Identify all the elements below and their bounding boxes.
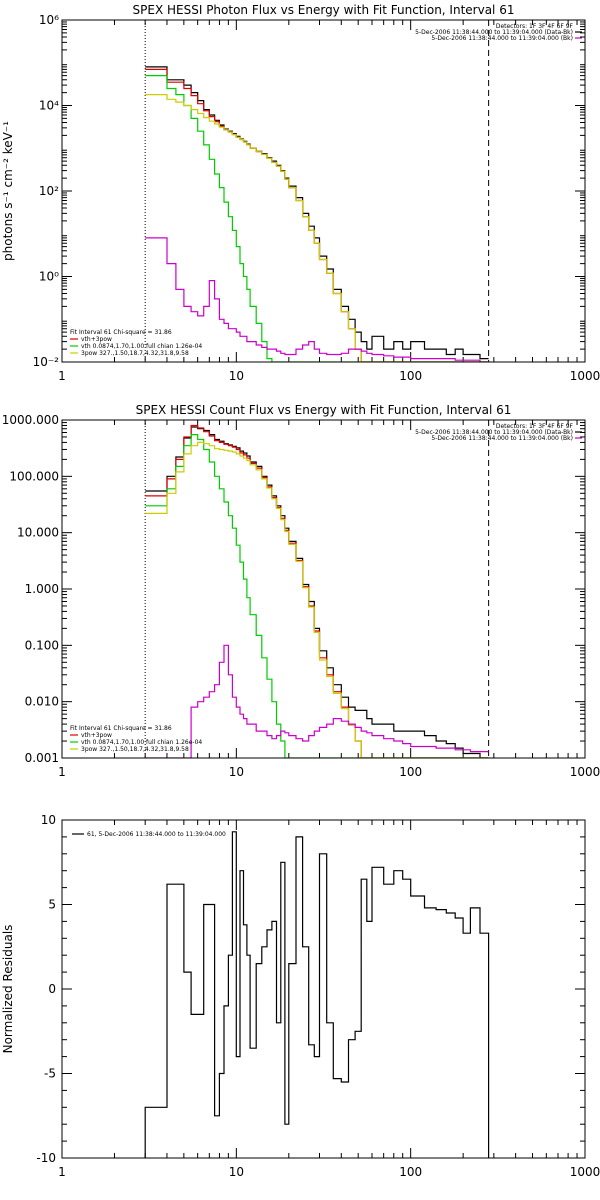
series-group <box>145 424 489 758</box>
x-tick-label: 100 <box>399 369 422 383</box>
plot-frame <box>61 419 586 759</box>
y-axis-label: photons s⁻¹ cm⁻² keV⁻¹ <box>1 121 15 261</box>
y-tick-label: 10.000 <box>17 526 59 540</box>
legend-top-right-entry: Detectors: 1F 3F 4F 6F 9F <box>496 23 574 30</box>
y-tick-label: 0.010 <box>25 695 59 709</box>
x-tick-label: 1 <box>58 369 66 383</box>
series-line-3 <box>145 75 489 362</box>
x-tick-label: 1000 <box>570 765 600 779</box>
x-tick-label: 100 <box>399 1165 422 1179</box>
y-tick-label: 10 <box>41 813 56 827</box>
legend-bottom-left-entry: 3pow 327.,1.50,18.7,4.32,31.8,9.58 <box>81 746 189 753</box>
y-tick-label: 5 <box>48 898 56 912</box>
y-tick-label: -5 <box>44 1067 56 1081</box>
series-line-5 <box>145 644 489 758</box>
plot-frame <box>61 19 586 363</box>
legend-bottom-left-entry: 3pow 327.,1.50,18.7,4.32,31.8,9.58 <box>81 350 189 357</box>
x-tick-label: 10 <box>229 1165 244 1179</box>
y-tick-label: 10⁶ <box>39 13 59 27</box>
chart-title: SPEX HESSI Photon Flux vs Energy with Fi… <box>133 3 515 17</box>
chart-panel-3: 1 10 100 1000 -10 -5 0 5 10 Normalized Residuals 6… <box>1 813 600 1179</box>
y-tick-label: 10⁰ <box>39 270 59 284</box>
x-tick-label: 1 <box>58 765 66 779</box>
legend-bottom-left-entry: Fit Interval 61 Chi-square = 31.86 <box>70 329 172 336</box>
plot-frame <box>61 819 586 1159</box>
series-line-2 <box>145 68 489 362</box>
y-tick-label: 0.100 <box>25 638 59 652</box>
series-line-4 <box>145 94 489 362</box>
series-line-2 <box>145 424 489 758</box>
legend-top-right-entry: 5-Dec-2006 11:38:44.000 to 11:39:04.000 … <box>431 35 573 42</box>
series-line-4 <box>145 441 489 758</box>
y-tick-label: 10⁴ <box>39 99 59 113</box>
y-tick-label: 100.000 <box>9 469 59 483</box>
legend-bottom-left-entry: Fit Interval 61 Chi-square = 31.86 <box>70 725 172 732</box>
y-tick-label: -10 <box>36 1151 56 1165</box>
series-line-3 <box>145 434 489 758</box>
legend-entry: 61, 5-Dec-2006 11:38:44.000 to 11:39:04.… <box>87 831 226 838</box>
y-tick-label: 0 <box>48 982 56 996</box>
x-tick-label: 1000 <box>570 369 600 383</box>
legend-bottom-left-entry: vth 0.0874,1.70,1.00 full chian 1.26e-04 <box>81 739 202 746</box>
legend-bottom-left-entry: vth+3pow <box>81 732 112 739</box>
legend-bottom-left-entry: vth 0.0874,1.70,1.00 full chian 1.26e-04 <box>81 343 202 350</box>
legend-top-right-entry: 5-Dec-2006 11:38:44.000 to 11:39:04.000 … <box>415 29 573 36</box>
chart-panel-1: SPEX HESSI Photon Flux vs Energy with Fi… <box>1 3 600 383</box>
series-group <box>145 66 489 362</box>
y-tick-label: 1000.000 <box>2 413 59 427</box>
y-tick-label: 10⁻² <box>33 355 60 369</box>
x-tick-label: 1 <box>58 1165 66 1179</box>
y-tick-label: 1.000 <box>25 582 59 596</box>
series-line-1 <box>144 831 490 1158</box>
chart-title: SPEX HESSI Count Flux vs Energy with Fit… <box>136 403 512 417</box>
series-group <box>144 831 490 1158</box>
series-line-1 <box>145 66 489 360</box>
legend-top-right-entry: 5-Dec-2006 11:38:44.000 to 11:39:04.000 … <box>415 429 573 436</box>
x-tick-label: 10 <box>229 369 244 383</box>
x-tick-label: 1000 <box>570 1165 600 1179</box>
legend-bottom-left-entry: vth+3pow <box>81 336 112 343</box>
chart-panel-2: SPEX HESSI Count Flux vs Energy with Fit… <box>2 403 600 779</box>
legend-top-right-entry: Detectors: 1F 3F 4F 6F 9F <box>496 423 574 430</box>
y-axis-label: Normalized Residuals <box>1 925 15 1054</box>
legend-top-right-entry: 5-Dec-2006 11:38:44.000 to 11:39:04.000 … <box>431 435 573 442</box>
y-tick-label: 10² <box>39 184 59 198</box>
x-tick-label: 10 <box>229 765 244 779</box>
series-line-5 <box>145 237 489 362</box>
x-tick-label: 100 <box>399 765 422 779</box>
series-line-1 <box>145 426 489 758</box>
y-tick-label: 0.001 <box>25 751 59 765</box>
